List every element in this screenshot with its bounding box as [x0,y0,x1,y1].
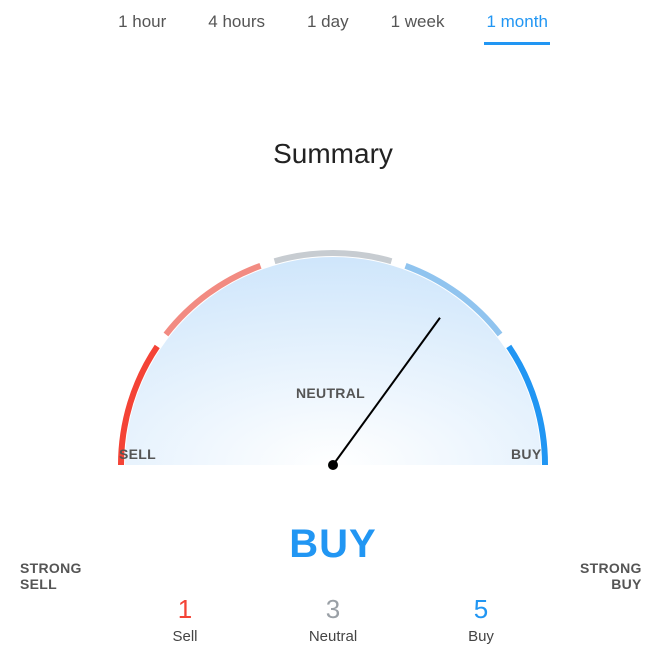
gauge-label-sell: SELL [119,446,156,462]
count-sell-label: Sell [155,628,215,645]
count-neutral-value: 3 [303,596,363,622]
tab-1hour[interactable]: 1 hour [116,8,168,45]
tab-1month[interactable]: 1 month [484,8,549,45]
gauge: STRONGSELLSELLNEUTRALBUYSTRONGBUY [0,185,666,485]
gauge-face [125,257,541,465]
count-buy-value: 5 [451,596,511,622]
timeframe-tabs: 1 hour 4 hours 1 day 1 week 1 month [0,0,666,45]
tab-1day[interactable]: 1 day [305,8,351,45]
count-buy-label: Buy [451,628,511,645]
gauge-label-neutral: NEUTRAL [296,385,365,401]
gauge-label-buy: BUY [511,446,541,462]
tab-4hours[interactable]: 4 hours [206,8,267,45]
signal-counts: 1 Sell 3 Neutral 5 Buy [0,596,666,645]
gauge-hub [328,460,338,470]
count-neutral: 3 Neutral [303,596,363,645]
count-sell: 1 Sell [155,596,215,645]
count-neutral-label: Neutral [303,628,363,645]
count-buy: 5 Buy [451,596,511,645]
count-sell-value: 1 [155,596,215,622]
verdict-text: BUY [0,522,666,567]
summary-title: Summary [0,138,666,170]
tab-1week[interactable]: 1 week [389,8,447,45]
